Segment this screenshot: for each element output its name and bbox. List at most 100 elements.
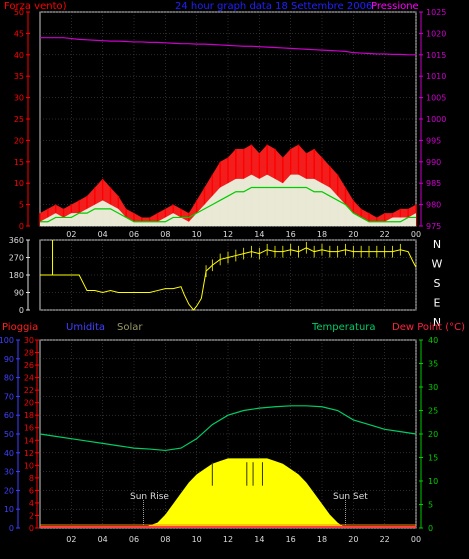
humidity-tick-label: 30 <box>4 468 14 477</box>
x-tick-label: 02 <box>66 535 76 544</box>
direction-tick-label: 270 <box>9 254 24 263</box>
direction-panel-marks <box>40 240 417 311</box>
temperature-panel-marks <box>39 405 417 528</box>
temperature-tick-label: 30 <box>428 383 438 392</box>
rain-tick-label: 2 <box>29 511 34 520</box>
humidity-tick-label: 40 <box>4 449 14 458</box>
dew-point-label: Dew Point (°C) <box>392 322 465 333</box>
x-tick-label: 08 <box>160 230 170 239</box>
temperature-tick-label: 35 <box>428 360 438 369</box>
left-tick-label: 5 <box>19 201 24 210</box>
temperature-tick-label: 15 <box>428 454 438 463</box>
right-tick-label: 1000 <box>426 115 446 124</box>
rain-tick-label: 8 <box>29 474 34 483</box>
right-tick-label: 1025 <box>426 8 446 17</box>
rain-tick-label: 24 <box>24 374 34 383</box>
x-tick-label: 12 <box>223 535 233 544</box>
rain-tick-label: 4 <box>29 499 34 508</box>
x-tick-label: 00 <box>411 230 421 239</box>
rain-tick-label: 20 <box>24 399 34 408</box>
left-tick-label: 15 <box>14 158 24 167</box>
x-tick-label: 16 <box>286 230 296 239</box>
wind-speed-label: Forza vento) <box>4 1 67 12</box>
direction-tick-label: 360 <box>9 236 24 245</box>
right-tick-label: 1015 <box>426 51 446 60</box>
temperature-tick-label: 0 <box>428 524 433 533</box>
sunset-label: Sun Set <box>333 492 368 502</box>
rain-tick-label: 30 <box>24 336 34 345</box>
sunrise-label: Sun Rise <box>130 492 169 502</box>
pressure-line <box>40 37 416 56</box>
x-tick-label: 10 <box>192 535 202 544</box>
rain-label: Pioggia <box>2 322 38 333</box>
x-tick-label: 00 <box>411 535 421 544</box>
x-tick-label: 02 <box>66 230 76 239</box>
rain-tick-label: 18 <box>24 411 34 420</box>
humidity-tick-label: 10 <box>4 505 14 514</box>
humidity-tick-label: 0 <box>9 524 14 533</box>
x-tick-label: 06 <box>129 230 139 239</box>
direction-tick-label: 90 <box>14 289 24 298</box>
solar-area <box>143 458 346 528</box>
x-tick-label: 22 <box>380 535 390 544</box>
temperature-tick-label: 10 <box>428 477 438 486</box>
humidity-tick-label: 60 <box>4 411 14 420</box>
x-tick-label: 18 <box>317 230 327 239</box>
rain-tick-label: 10 <box>24 461 34 470</box>
x-tick-label: 12 <box>223 230 233 239</box>
x-tick-label: 14 <box>254 535 264 544</box>
rain-tick-label: 28 <box>24 349 34 358</box>
x-tick-label: 18 <box>317 535 327 544</box>
right-tick-label: 1010 <box>426 72 446 81</box>
right-tick-label: 1020 <box>426 29 446 38</box>
humidity-tick-label: 90 <box>4 355 14 364</box>
x-tick-label: 22 <box>380 230 390 239</box>
left-tick-label: 40 <box>14 51 24 60</box>
x-tick-label: 04 <box>98 535 108 544</box>
temperature-tick-label: 20 <box>428 430 438 439</box>
rain-tick-label: 0 <box>29 524 34 533</box>
temperature-line <box>39 405 417 452</box>
humidity-tick-label: 100 <box>0 336 14 345</box>
chart-title: 24 hour graph data 18 Settembre 2006 <box>175 1 372 12</box>
direction-panel-grid <box>40 239 417 311</box>
rain-tick-label: 14 <box>24 436 34 445</box>
rain-tick-label: 22 <box>24 386 34 395</box>
rain-tick-label: 6 <box>29 486 34 495</box>
x-tick-label: 14 <box>254 230 264 239</box>
wind-panel-axes: 0510152025303540455097598098599099510001… <box>14 8 447 239</box>
compass-label: W <box>432 258 443 271</box>
rain-tick-label: 26 <box>24 361 34 370</box>
wind-area <box>40 174 416 226</box>
x-tick-label: 20 <box>348 535 358 544</box>
left-tick-label: 50 <box>14 8 24 17</box>
right-tick-label: 1005 <box>426 94 446 103</box>
pressure-label: Pressione <box>371 1 419 12</box>
humidity-tick-label: 80 <box>4 374 14 383</box>
temperature-panel-axes: 0102030405060708090100024681012141618202… <box>0 336 438 544</box>
left-tick-label: 45 <box>14 29 24 38</box>
humidity-tick-label: 20 <box>4 486 14 495</box>
left-tick-label: 30 <box>14 94 24 103</box>
x-tick-label: 06 <box>129 535 139 544</box>
humidity-tick-label: 70 <box>4 392 14 401</box>
compass-label: E <box>434 297 441 310</box>
temperature-tick-label: 5 <box>428 501 433 510</box>
rain-tick-label: 12 <box>24 449 34 458</box>
rain-tick-label: 16 <box>24 424 34 433</box>
left-tick-label: 35 <box>14 72 24 81</box>
direction-panel-frame <box>39 239 417 311</box>
right-tick-label: 985 <box>426 179 441 188</box>
direction-tick-label: 0 <box>19 306 24 315</box>
wind-panel-marks <box>39 37 417 226</box>
temperature-tick-label: 25 <box>428 407 438 416</box>
right-tick-label: 990 <box>426 158 441 167</box>
x-tick-label: 10 <box>192 230 202 239</box>
left-tick-label: 10 <box>14 179 24 188</box>
temperature-label: Temperatura <box>311 322 376 333</box>
compass-label: S <box>434 277 441 290</box>
humidity-tick-label: 50 <box>4 430 14 439</box>
x-tick-label: 08 <box>160 535 170 544</box>
solar-label: Solar <box>117 322 143 333</box>
